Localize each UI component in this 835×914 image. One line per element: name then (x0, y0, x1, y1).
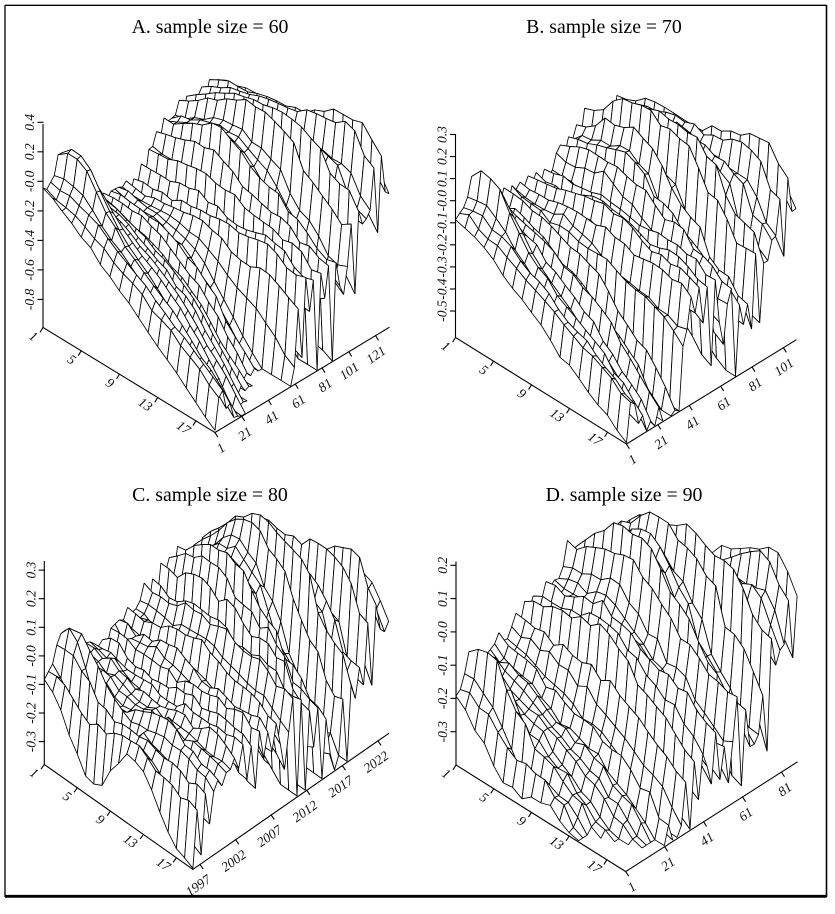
svg-text:-0.3: -0.3 (435, 256, 450, 278)
svg-text:-0.0: -0.0 (23, 645, 38, 667)
svg-text:0.2: 0.2 (435, 557, 450, 574)
svg-text:-0.8: -0.8 (22, 288, 37, 310)
svg-text:0.4: 0.4 (22, 114, 37, 131)
svg-text:-0.0: -0.0 (435, 190, 450, 212)
svg-text:0.1: 0.1 (435, 590, 450, 607)
svg-text:0.3: 0.3 (23, 561, 38, 578)
svg-text:0.1: 0.1 (23, 619, 38, 636)
svg-text:-0.2: -0.2 (23, 702, 38, 724)
svg-text:-0.2: -0.2 (435, 234, 450, 256)
svg-text:-0.4: -0.4 (435, 278, 450, 300)
svg-text:-0.1: -0.1 (435, 212, 450, 233)
svg-text:-0.5: -0.5 (435, 300, 450, 322)
svg-text:0.2: 0.2 (22, 143, 37, 160)
svg-text:0.2: 0.2 (23, 590, 38, 607)
svg-text:0.1: 0.1 (435, 170, 450, 187)
svg-text:-0.3: -0.3 (435, 721, 450, 743)
svg-text:0.3: 0.3 (435, 126, 450, 143)
svg-text:-0.3: -0.3 (23, 731, 38, 753)
svg-text:-0.2: -0.2 (435, 687, 450, 709)
svg-text:B. sample size = 70: B. sample size = 70 (526, 16, 682, 38)
svg-text:-0.1: -0.1 (435, 655, 450, 676)
svg-text:-0.2: -0.2 (22, 200, 37, 222)
svg-text:-0.6: -0.6 (22, 259, 37, 281)
svg-text:A. sample size = 60: A. sample size = 60 (132, 16, 289, 38)
svg-text:0.2: 0.2 (435, 148, 450, 165)
svg-text:D. sample size = 90: D. sample size = 90 (546, 484, 703, 506)
svg-text:C. sample size = 80: C. sample size = 80 (132, 484, 288, 506)
svg-text:-0.0: -0.0 (22, 170, 37, 192)
svg-text:-0.4: -0.4 (22, 229, 37, 251)
svg-text:-0.0: -0.0 (435, 621, 450, 643)
svg-text:-0.1: -0.1 (23, 674, 38, 695)
